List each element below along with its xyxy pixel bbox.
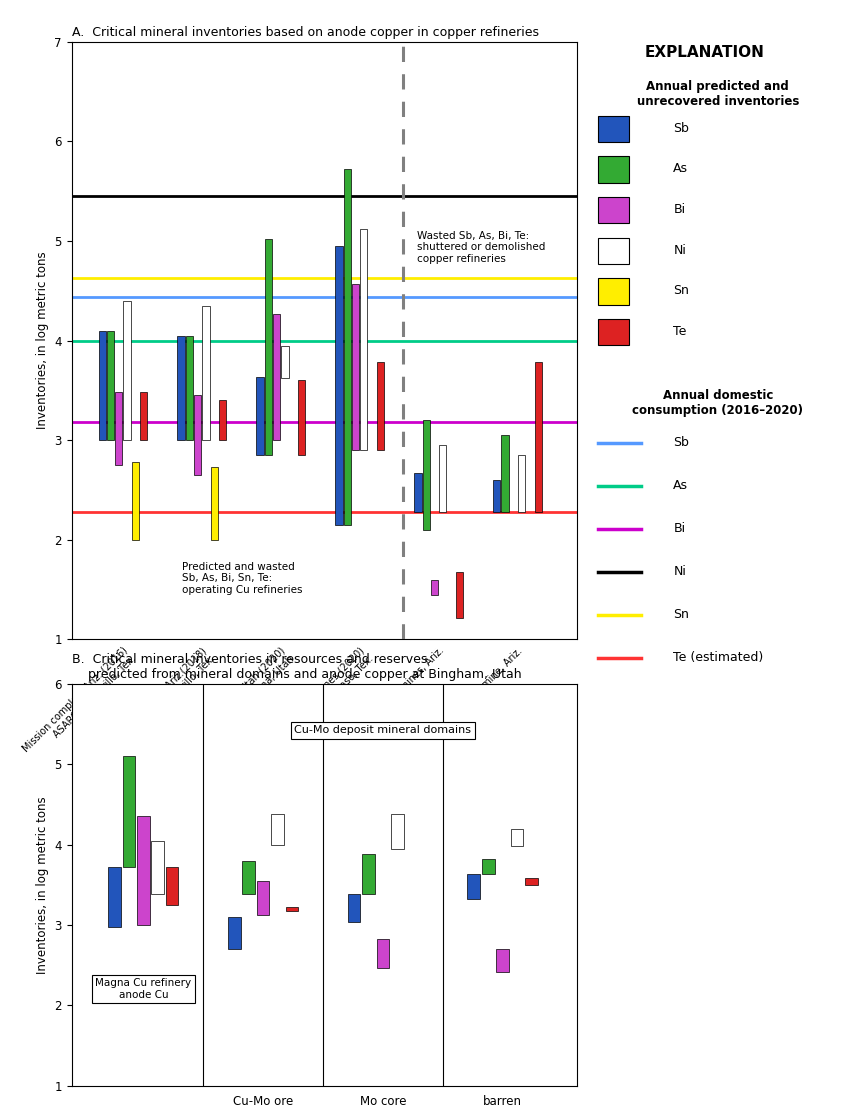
Bar bbox=[510, 829, 523, 847]
Bar bbox=[264, 239, 272, 455]
Bar bbox=[493, 480, 500, 512]
Text: Sn: Sn bbox=[674, 608, 690, 622]
FancyBboxPatch shape bbox=[598, 319, 629, 346]
Bar bbox=[467, 874, 480, 900]
Bar bbox=[178, 336, 184, 440]
Bar bbox=[376, 362, 384, 450]
Bar bbox=[344, 170, 351, 525]
Bar bbox=[535, 362, 542, 512]
Bar bbox=[348, 894, 360, 922]
Bar bbox=[152, 841, 164, 894]
Text: Annual predicted and
unrecovered inventories: Annual predicted and unrecovered invento… bbox=[637, 81, 799, 109]
Text: Predicted and wasted
Sb, As, Bi, Sn, Te:
operating Cu refineries: Predicted and wasted Sb, As, Bi, Sn, Te:… bbox=[182, 562, 302, 595]
Bar bbox=[525, 879, 537, 885]
Bar bbox=[202, 306, 210, 440]
Bar bbox=[210, 468, 218, 540]
Bar bbox=[414, 473, 422, 512]
Bar bbox=[228, 917, 241, 950]
Bar bbox=[194, 396, 201, 475]
FancyBboxPatch shape bbox=[598, 156, 629, 183]
Bar bbox=[391, 814, 403, 849]
Text: Te (estimated): Te (estimated) bbox=[674, 652, 764, 665]
Bar bbox=[166, 868, 179, 905]
Bar bbox=[271, 814, 284, 844]
Text: Sb: Sb bbox=[674, 122, 690, 135]
Y-axis label: Inventories, in log metric tons: Inventories, in log metric tons bbox=[36, 796, 49, 974]
Bar bbox=[360, 229, 367, 450]
Bar bbox=[273, 314, 280, 440]
Text: As: As bbox=[674, 480, 689, 492]
Bar bbox=[137, 817, 150, 925]
Bar bbox=[502, 435, 509, 512]
Bar bbox=[124, 300, 131, 440]
Text: A.  Critical mineral inventories based on anode copper in copper refineries: A. Critical mineral inventories based on… bbox=[72, 25, 539, 39]
FancyBboxPatch shape bbox=[598, 278, 629, 305]
Bar bbox=[109, 868, 121, 926]
Text: B.  Critical mineral inventories in resources and reserves
    predicted from mi: B. Critical mineral inventories in resou… bbox=[72, 654, 521, 681]
Bar bbox=[298, 380, 305, 455]
Bar bbox=[131, 462, 139, 540]
Bar bbox=[256, 378, 264, 455]
Bar bbox=[496, 950, 509, 972]
Bar bbox=[219, 400, 226, 440]
Bar bbox=[242, 861, 255, 894]
Bar bbox=[482, 859, 494, 874]
Text: Te: Te bbox=[674, 325, 687, 338]
Bar bbox=[431, 579, 438, 595]
FancyBboxPatch shape bbox=[598, 115, 629, 142]
Text: Cu-Mo deposit mineral domains: Cu-Mo deposit mineral domains bbox=[295, 726, 472, 736]
Bar bbox=[440, 445, 446, 512]
Bar bbox=[257, 881, 269, 915]
Bar bbox=[362, 854, 375, 894]
Bar bbox=[115, 392, 122, 465]
Text: Bi: Bi bbox=[674, 522, 685, 535]
Bar bbox=[140, 392, 147, 440]
Bar bbox=[518, 455, 525, 512]
Text: Annual domestic
consumption (2016–2020): Annual domestic consumption (2016–2020) bbox=[632, 389, 803, 417]
Text: Magna Cu refinery
anode Cu: Magna Cu refinery anode Cu bbox=[95, 978, 191, 999]
Text: Ni: Ni bbox=[674, 244, 686, 257]
Text: Bi: Bi bbox=[674, 203, 685, 216]
Bar bbox=[186, 336, 193, 440]
Bar bbox=[376, 938, 389, 967]
FancyBboxPatch shape bbox=[598, 238, 629, 264]
Bar bbox=[123, 756, 136, 868]
Bar bbox=[285, 907, 298, 911]
Text: As: As bbox=[674, 163, 689, 175]
Bar bbox=[423, 420, 430, 530]
Bar bbox=[107, 330, 115, 440]
Text: Ni: Ni bbox=[674, 565, 686, 578]
Bar bbox=[281, 347, 289, 378]
Text: Wasted Sb, As, Bi, Te:
shuttered or demolished
copper refineries: Wasted Sb, As, Bi, Te: shuttered or demo… bbox=[417, 230, 545, 264]
Bar bbox=[456, 572, 463, 617]
Bar bbox=[335, 246, 343, 525]
Text: Sb: Sb bbox=[674, 437, 690, 449]
FancyBboxPatch shape bbox=[598, 197, 629, 224]
Bar bbox=[352, 284, 360, 450]
Y-axis label: Inventories, in log metric tons: Inventories, in log metric tons bbox=[36, 252, 49, 429]
Text: EXPLANATION: EXPLANATION bbox=[645, 44, 765, 60]
Bar bbox=[99, 330, 106, 440]
Text: Sn: Sn bbox=[674, 285, 690, 297]
